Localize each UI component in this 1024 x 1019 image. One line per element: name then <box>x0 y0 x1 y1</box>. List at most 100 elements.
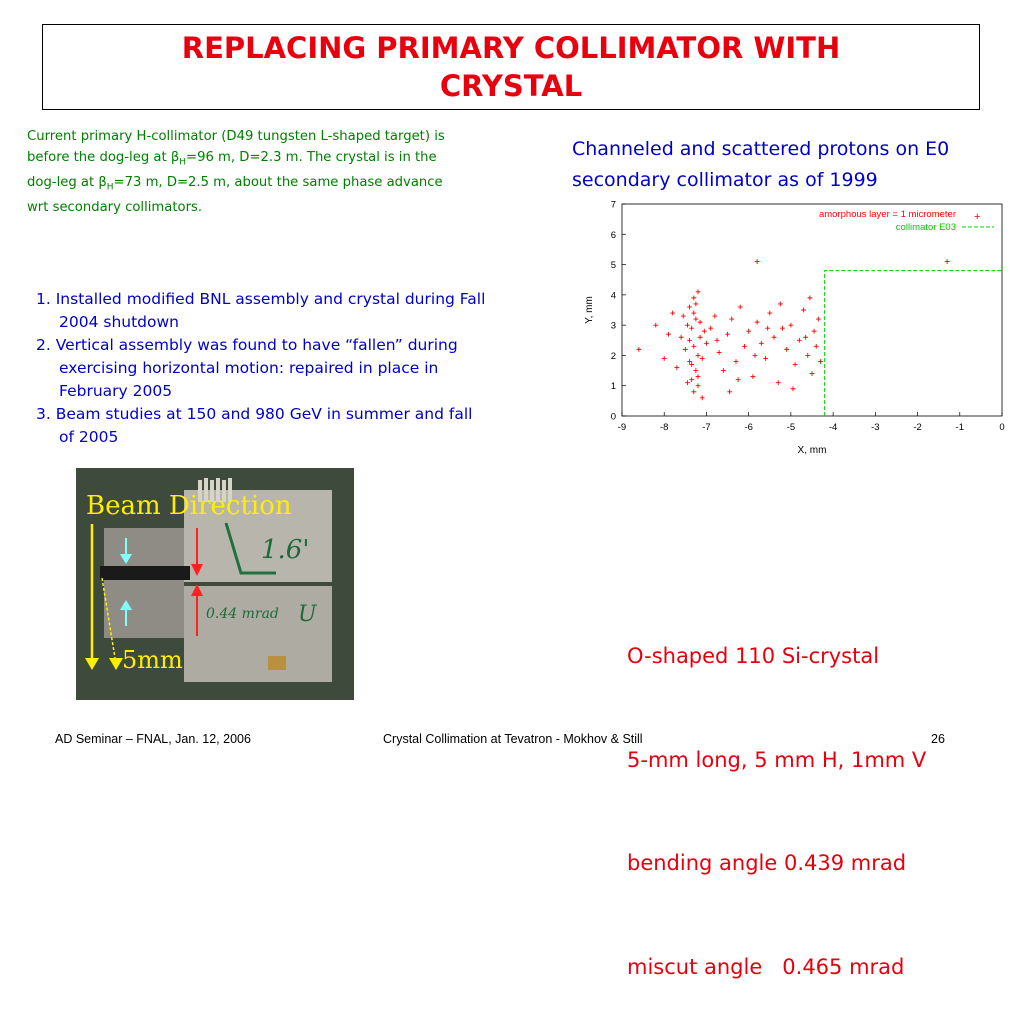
slide-title: REPLACING PRIMARY COLLIMATOR WITH CRYSTA… <box>181 31 841 103</box>
crystal-photo: 1.6' 0.44 mrad U Beam Direction 5mm <box>76 468 354 700</box>
list-item: 1. Installed modified BNL assembly and c… <box>36 288 486 334</box>
scatter-point <box>784 346 790 352</box>
scatter-point <box>693 316 699 322</box>
list-item: 2. Vertical assembly was found to have “… <box>36 334 486 403</box>
scatter-point <box>767 310 773 316</box>
photo-connector <box>268 656 286 670</box>
scatter-point <box>685 322 690 328</box>
spec-line: 5-mm long, 5 mm H, 1mm V <box>627 747 927 772</box>
intro-text-2: =96 m, D=2.3 m. The crystal is in the do… <box>27 149 437 190</box>
scatter-point <box>752 353 758 358</box>
scatter-point <box>697 334 703 340</box>
crystal-specs: O-shaped 110 Si-crystal 5-mm long, 5 mm … <box>627 570 1007 1019</box>
steps-list: 1. Installed modified BNL assembly and c… <box>36 288 486 449</box>
scatter-point <box>695 289 701 295</box>
scatter-point <box>691 310 697 316</box>
red-arrowhead-top <box>191 564 203 576</box>
y-tick-label: 3 <box>611 321 616 332</box>
page-number: 26 <box>931 732 945 746</box>
crystal-block-lower <box>184 586 332 682</box>
scatter-point <box>790 386 796 392</box>
scatter-point <box>693 368 699 373</box>
legend: amorphous layer = 1 micrometer + collima… <box>819 209 994 233</box>
step-number: 1. <box>36 290 51 308</box>
scatter-point <box>780 325 785 331</box>
x-tick-label: -1 <box>956 422 964 433</box>
scatter-point <box>674 365 680 370</box>
intro-text-1: Current primary H-collimator (D49 tungst… <box>27 129 445 165</box>
scatter-point <box>695 353 701 358</box>
scatter-point <box>687 359 692 364</box>
footer-left: AD Seminar – FNAL, Jan. 12, 2006 <box>55 732 251 746</box>
step-text: Beam studies at 150 and 980 GeV in summe… <box>55 405 473 446</box>
scatter-point <box>758 340 764 346</box>
scatter-point <box>788 322 794 328</box>
scatter-point <box>775 380 781 386</box>
scatter-point <box>693 301 699 307</box>
scatter-point <box>653 322 659 328</box>
scatter-point <box>661 356 667 361</box>
beam-direction-label: Beam Direction <box>86 491 292 521</box>
y-tick-label: 1 <box>611 381 616 392</box>
list-item: 3. Beam studies at 150 and 980 GeV in su… <box>36 403 486 449</box>
scatter-point <box>689 325 695 331</box>
spec-line: bending angle 0.439 mrad <box>627 851 907 875</box>
scatter-point <box>771 334 777 340</box>
y-axis-label: Y, mm <box>584 296 595 324</box>
step-text: Vertical assembly was found to have “fal… <box>55 336 458 400</box>
crystal-block-upper <box>184 490 332 582</box>
scatter-point <box>813 343 819 349</box>
collimator-edge-line <box>824 270 1002 416</box>
holder-left <box>104 528 184 638</box>
intro-paragraph: Current primary H-collimator (D49 tungst… <box>27 127 447 218</box>
scatter-point <box>687 304 692 310</box>
scatter-point <box>691 343 697 349</box>
scatter-point <box>687 337 692 343</box>
y-tick-label: 7 <box>611 200 616 211</box>
x-tick-label: -6 <box>744 422 752 433</box>
scatter-point <box>680 313 686 319</box>
x-tick-label: -7 <box>702 422 710 433</box>
scatter-point <box>636 346 642 352</box>
scatter-point <box>701 328 707 334</box>
scatter-point <box>735 377 741 383</box>
legend-marker-amorphous: + <box>974 211 980 223</box>
crystal-slit <box>100 566 190 580</box>
title-box: REPLACING PRIMARY COLLIMATOR WITH CRYSTA… <box>42 24 980 110</box>
scatter-point <box>801 307 806 313</box>
scatter-point <box>697 319 703 325</box>
scatter-point <box>803 334 809 340</box>
scatter-point <box>691 389 697 395</box>
scatter-point <box>944 259 950 264</box>
x-tick-label: 0 <box>999 422 1004 433</box>
x-tick-label: -2 <box>913 422 921 433</box>
scale-arrowhead <box>109 658 123 670</box>
beta-symbol: β <box>170 149 180 165</box>
scatter-point <box>720 368 726 373</box>
scatter-point <box>716 350 722 355</box>
scatter-point <box>763 356 768 361</box>
scatter-point <box>754 319 760 325</box>
footer-center: Crystal Collimation at Tevatron - Mokhov… <box>383 732 643 746</box>
scatter-point <box>750 374 756 380</box>
scatter-point <box>737 304 743 310</box>
scatter-point <box>796 337 802 343</box>
y-tick-label: 2 <box>611 351 616 362</box>
cyan-arrowhead-top <box>120 554 132 564</box>
scatter-point <box>704 340 709 346</box>
scatter-point <box>689 377 695 383</box>
scatter-point <box>805 353 811 358</box>
legend-label-collimator: collimator E03 <box>896 222 956 233</box>
scatter-point <box>670 310 676 316</box>
photo-marking-angle: 1.6' <box>261 535 310 565</box>
spec-line: miscut angle 0.465 mrad <box>627 954 905 979</box>
scatter-point <box>729 316 735 322</box>
scatter-point <box>666 331 671 337</box>
y-tick-label: 4 <box>611 290 616 301</box>
plot-frame <box>621 203 1003 417</box>
scatter-point <box>699 356 705 361</box>
scatter-point <box>818 359 823 364</box>
scatter-point <box>733 359 739 364</box>
scatter-point <box>689 362 695 367</box>
crystal-marking <box>224 522 276 575</box>
